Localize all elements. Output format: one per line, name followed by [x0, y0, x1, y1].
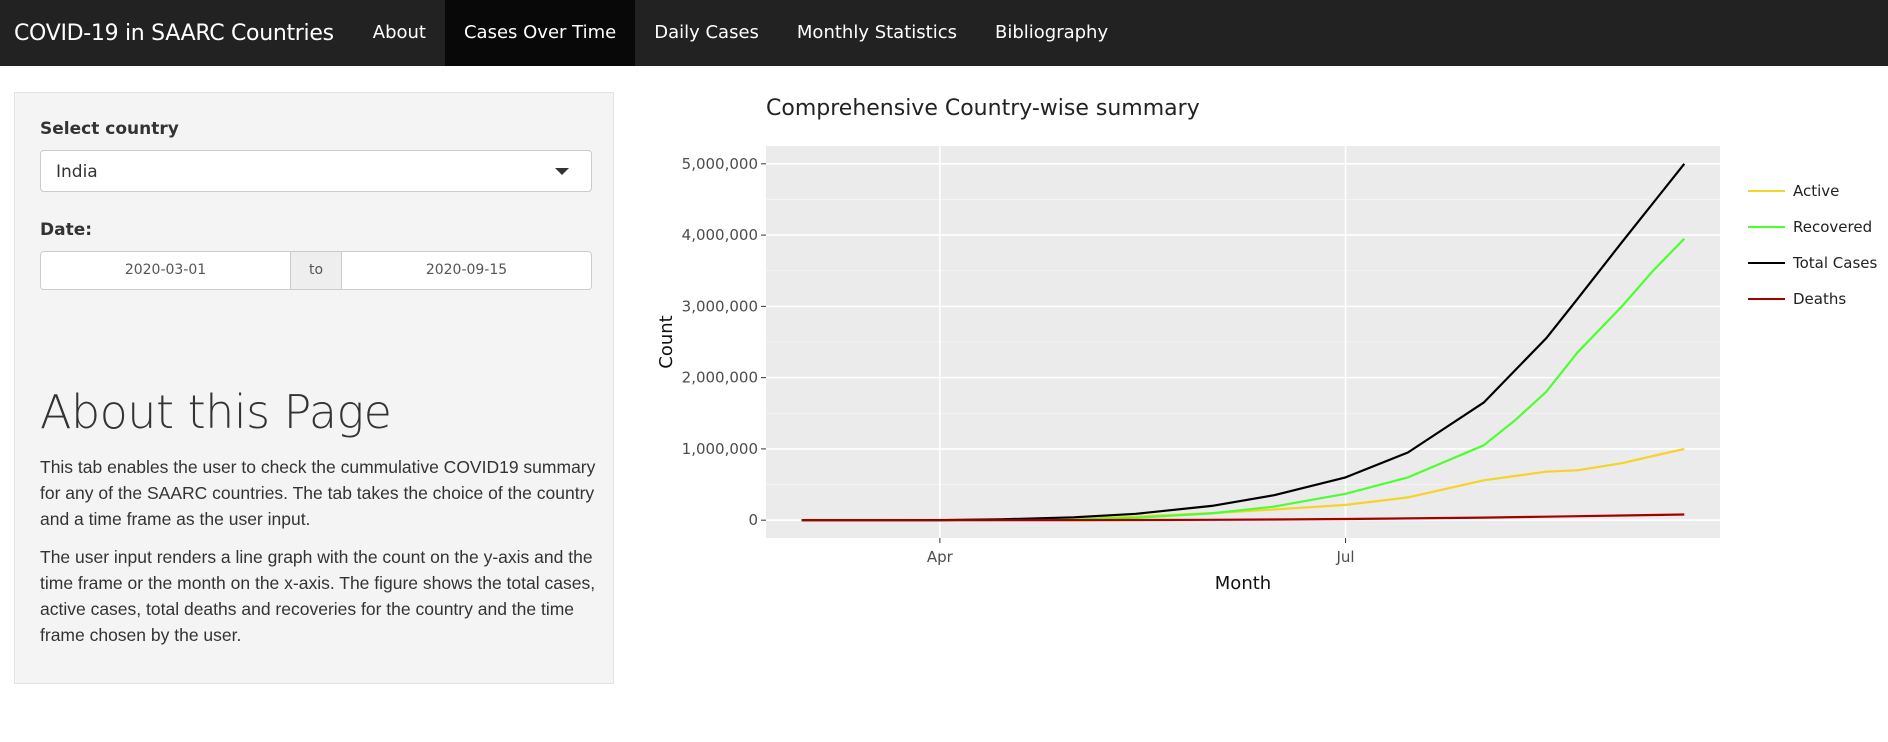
y-axis-title: Count: [656, 315, 677, 368]
legend-item-total-cases[interactable]: Total Cases: [1748, 254, 1877, 272]
tab-daily-cases[interactable]: Daily Cases: [654, 22, 759, 43]
legend-swatch: [1748, 262, 1785, 264]
date-end-input[interactable]: 2020-09-15: [342, 252, 591, 289]
legend-swatch: [1748, 226, 1785, 228]
date-range-separator: to: [290, 252, 342, 289]
top-navbar: COVID-19 in SAARC Countries About Cases …: [0, 0, 1888, 66]
date-label: Date:: [40, 220, 93, 240]
line-chart: 0 1,000,000 2,000,000 3,000,000 4,000,000 5,0…: [656, 146, 1720, 594]
legend-swatch: [1748, 190, 1785, 192]
x-tick-label: Apr: [927, 548, 954, 566]
country-select[interactable]: India: [40, 150, 592, 192]
tab-about[interactable]: About: [372, 22, 426, 43]
tab-cases-over-time[interactable]: Cases Over Time: [444, 0, 636, 66]
tab-monthly-statistics[interactable]: Monthly Statistics: [796, 22, 957, 43]
legend-label: Recovered: [1793, 218, 1873, 236]
date-start-input[interactable]: 2020-03-01: [41, 252, 290, 289]
about-paragraph-2: The user input renders a line graph with…: [40, 547, 596, 645]
y-tick-label: 5,000,000: [682, 155, 758, 173]
x-tick-label: Jul: [1335, 548, 1354, 566]
legend-item-deaths[interactable]: Deaths: [1748, 290, 1846, 308]
legend-label: Deaths: [1793, 290, 1847, 308]
y-tick-label: 2,000,000: [682, 369, 758, 387]
legend-item-active[interactable]: Active: [1748, 182, 1839, 200]
series-line-deaths: [801, 513, 1685, 522]
app-brand[interactable]: COVID-19 in SAARC Countries: [14, 20, 334, 46]
about-heading: About this Page: [40, 385, 392, 439]
tab-bibliography[interactable]: Bibliography: [994, 22, 1109, 43]
y-tick-label: 3,000,000: [682, 297, 758, 315]
y-tick-label: 0: [748, 511, 758, 529]
country-select-label: Select country: [40, 119, 179, 139]
x-axis-title: Month: [1215, 573, 1271, 594]
legend-item-recovered[interactable]: Recovered: [1748, 218, 1872, 236]
about-paragraph-1: This tab enables the user to check the c…: [40, 457, 596, 529]
legend-label: Total Cases: [1793, 254, 1878, 272]
chart-container: Comprehensive Country-wise summary 0 1,00…: [640, 80, 1888, 620]
country-select-value: India: [56, 162, 98, 182]
chart-title: Comprehensive Country-wise summary: [766, 96, 1200, 121]
legend-swatch: [1748, 298, 1785, 300]
y-tick-label: 4,000,000: [682, 226, 758, 244]
legend-label: Active: [1793, 182, 1840, 200]
date-range-input: 2020-03-01 to 2020-09-15: [40, 251, 592, 290]
sidebar-panel: Select country India Date: 2020-03-01 to…: [14, 92, 614, 684]
y-tick-label: 1,000,000: [682, 440, 758, 458]
chevron-down-icon: [555, 168, 569, 175]
